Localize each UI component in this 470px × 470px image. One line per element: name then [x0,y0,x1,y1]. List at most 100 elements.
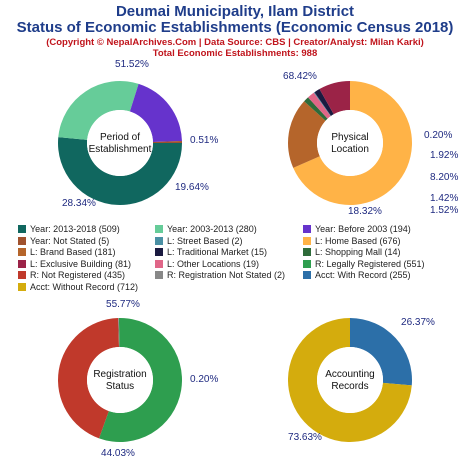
data-label: 73.63% [288,432,322,443]
legend-item: Year: Not Stated (5) [18,236,109,246]
legend-label: L: Street Based (2) [167,235,243,246]
legend-swatch [155,236,163,245]
legend-swatch [155,225,163,233]
pie-slice [99,317,182,442]
legend-item: L: Other Locations (19) [155,259,259,269]
donut-hole [87,347,153,413]
pie-slice [129,83,182,142]
center-label: Records [331,381,368,392]
legend-swatch [18,271,26,279]
data-label: 26.37% [401,317,435,328]
copyright-line: (Copyright © NepalArchives.Com | Data So… [46,37,424,48]
legend-label: L: Home Based (676) [315,235,401,246]
title-line-1: Deumai Municipality, Ilam District [115,3,355,20]
pie-slice [314,89,334,116]
legend-item: L: Exclusive Building (81) [18,259,131,269]
legend-item: Acct: With Record (255) [303,270,411,280]
pie-slice [350,318,412,386]
legend-item: L: Shopping Mall (14) [303,247,401,257]
legend-label: L: Exclusive Building (81) [30,258,132,269]
center-label: Period of [100,132,140,143]
legend-label: R: Legally Registered (551) [315,258,425,269]
legend-swatch [303,259,311,268]
legend-swatch [18,248,26,256]
legend-swatch [18,259,26,268]
data-label: 0.20% [424,130,452,141]
legend-swatch [303,271,311,279]
legend-label: R: Registration Not Stated (2) [167,270,286,280]
pie-slice [288,101,326,168]
legend-swatch [155,271,163,279]
data-label: 1.92% [430,150,458,161]
data-label: 28.34% [62,198,96,209]
data-label: 0.20% [190,374,218,385]
legend-label: L: Other Locations (19) [167,258,260,269]
legend-item: L: Street Based (2) [155,236,243,246]
legend-label: L: Brand Based (181) [30,247,116,257]
legend-item: L: Brand Based (181) [18,247,116,257]
legend-label: Acct: Without Record (712) [30,281,139,292]
legend-swatch [155,259,163,268]
donut-chart-2: 68.42% 18.32% 1.42% 1.92% 0.20% 1.52% 8.20% Phy… [283,71,458,217]
pie-slice [304,97,328,121]
data-label: 44.03% [101,448,135,459]
donut-hole [317,110,383,176]
pie-slice [118,318,120,348]
data-label: 55.77% [106,299,140,310]
pie-slice [319,81,350,115]
pie-slice [313,92,332,117]
legend-item: R: Legally Registered (551) [303,259,425,269]
legend-label: Year: Before 2003 (194) [315,224,411,234]
pie-slice [308,92,331,119]
data-label: 51.52% [115,59,149,70]
legend-item: Year: 2013-2018 (509) [18,224,120,234]
legend-swatch [155,248,163,256]
legend-item: R: Registration Not Stated (2) [155,270,285,280]
data-label: 1.52% [430,205,458,216]
legend-swatch [18,236,26,245]
title-line-2: Status of Economic Establishments (Econo… [16,19,454,36]
legend-item: R: Not Registered (435) [18,270,125,280]
data-label: 8.20% [430,172,458,183]
data-label: 0.51% [190,135,218,146]
donut-chart-1: 51.52% 28.34% 19.64% 0.51% Period ofEstablis… [57,59,218,209]
legend-swatch [303,236,311,245]
legend-label: L: Traditional Market (15) [167,247,268,257]
pie-slice [293,81,412,205]
legend-swatch [303,225,311,233]
pie-slice [57,318,120,439]
center-label: Location [331,144,369,155]
data-label: 1.42% [430,193,458,204]
total-line: Total Economic Establishments: 988 [152,48,318,59]
donut-hole [317,347,383,413]
legend-label: L: Shopping Mall (14) [315,247,401,257]
center-label: Registration [93,369,146,380]
pie-slice [287,318,412,443]
legend-label: Year: 2003-2013 (280) [167,224,257,234]
legend-label: Acct: With Record (255) [315,270,411,280]
legend-item: Year: Before 2003 (194) [303,224,411,234]
legend-item: L: Traditional Market (15) [155,247,267,257]
pie-slice [57,137,183,206]
data-label: 19.64% [175,182,209,193]
center-label: Status [106,381,134,392]
legend-label: Year: Not Stated (5) [30,235,110,246]
center-label: Accounting [325,369,374,380]
pie-slice [58,80,139,140]
data-label: 18.32% [348,206,382,217]
center-label: Establishment [89,144,152,155]
legend-item: Year: 2003-2013 (280) [155,224,257,234]
donut-hole [87,110,153,176]
legend-label: Year: 2013-2018 (509) [30,224,120,234]
pie-slice [152,141,182,143]
legend-swatch [18,225,26,233]
data-label: 68.42% [283,71,317,82]
legend-swatch [303,248,311,256]
legend-item: L: Home Based (676) [303,236,401,246]
center-label: Physical [331,132,368,143]
legend-item: Acct: Without Record (712) [18,282,138,292]
legend-label: R: Not Registered (435) [30,270,126,280]
